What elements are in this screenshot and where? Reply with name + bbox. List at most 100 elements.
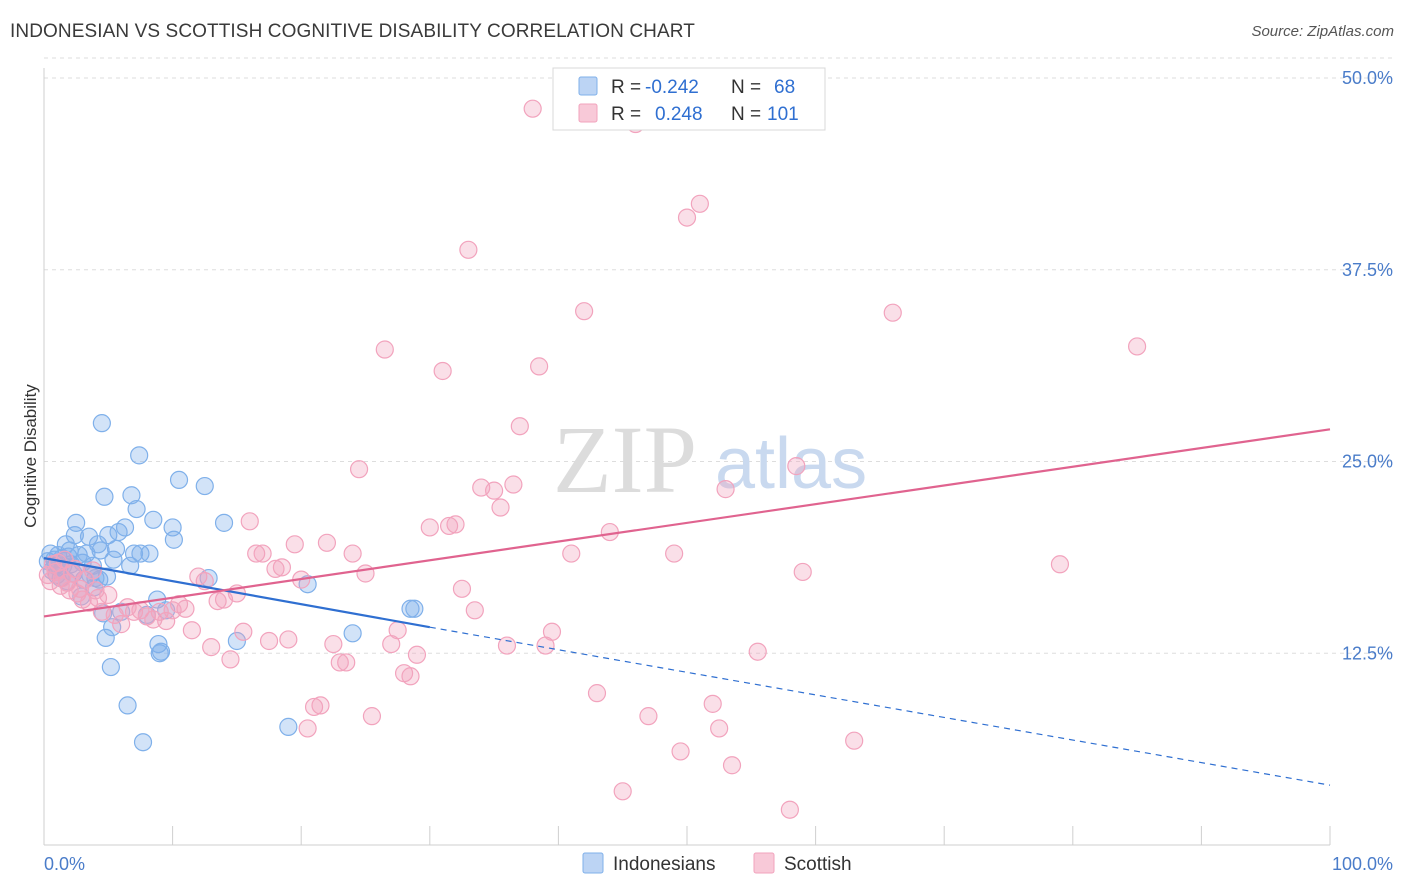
x-ticks [172, 826, 1331, 845]
indonesians-point [298, 575, 317, 594]
legend-swatch-blue [578, 76, 598, 96]
y-tick-label: 37.5% [1342, 260, 1393, 280]
watermark: ZIP atlas [553, 406, 867, 513]
scottish-point [491, 498, 510, 517]
scottish-point [221, 650, 240, 669]
scottish-point [465, 601, 484, 620]
x-tick-label-max: 100.0% [1332, 854, 1393, 874]
indonesians-point [106, 539, 126, 559]
indonesians-point [227, 631, 246, 651]
scottish-point [298, 719, 317, 738]
chart-title: INDONESIAN VS SCOTTISH COGNITIVE DISABIL… [10, 21, 695, 42]
scottish-point [202, 638, 221, 657]
scottish-point [600, 522, 619, 542]
gridlines [44, 57, 1393, 654]
watermark-zip: ZIP [553, 406, 697, 513]
scottish-point [208, 591, 227, 611]
indonesians-point [144, 510, 163, 529]
scottish-point [504, 475, 523, 494]
scottish-point [375, 340, 394, 359]
y-tick-label: 50.0% [1342, 68, 1393, 88]
indonesians-point [92, 414, 111, 433]
legend-n-value-2: 101 [767, 104, 799, 125]
indonesians-trend-line [43, 557, 430, 629]
scottish-point [324, 634, 343, 654]
bottom-legend-label-indonesians: Indonesians [613, 854, 715, 875]
indonesians-point [343, 624, 362, 643]
indonesians-point [109, 522, 128, 542]
scottish-point [883, 303, 902, 322]
scottish-point [337, 653, 356, 672]
scottish-point [575, 302, 594, 321]
indonesians-point [164, 530, 183, 549]
indonesians-point [214, 513, 234, 532]
indonesians-point [195, 476, 214, 496]
y-tick-labels: 12.5% 25.0% 37.5% 50.0% [1342, 68, 1393, 663]
indonesians-point [133, 733, 153, 752]
scottish-point [722, 756, 742, 775]
bottom-legend-label-scottish: Scottish [784, 854, 852, 875]
scottish-point [169, 595, 189, 614]
scottish-point [446, 515, 465, 534]
correlation-legend: R = -0.242 N = 68 R = 0.248 N = 101 [552, 67, 826, 131]
scottish-point [266, 559, 285, 578]
scottish-point [748, 642, 767, 661]
legend-box [552, 67, 826, 131]
bottom-legend-swatch-scottish [753, 852, 775, 874]
scottish-point [716, 480, 735, 499]
scottish-point [845, 731, 864, 750]
scottish-point [247, 544, 266, 563]
scottish-point [510, 417, 529, 436]
scottish-point [665, 544, 684, 563]
y-tick-label: 25.0% [1342, 452, 1393, 472]
indonesians-point [91, 541, 110, 560]
scottish-point [407, 645, 427, 664]
scottish-point [356, 564, 375, 583]
indonesians-point [401, 599, 420, 618]
scottish-point [272, 558, 292, 577]
scottish-point [330, 653, 349, 672]
legend-r-label-2: R = [611, 104, 641, 125]
watermark-atlas: atlas [715, 424, 867, 504]
scottish-point [710, 719, 729, 738]
indonesians-point [96, 628, 115, 648]
scottish-point [787, 457, 806, 476]
scottish-point [703, 694, 722, 713]
scottish-point [401, 667, 420, 686]
series-scottish-points [38, 79, 1147, 819]
indonesians-point [104, 550, 123, 569]
bottom-legend-swatch-indonesians [582, 852, 604, 874]
indonesians-point [279, 717, 298, 736]
series-legend: Indonesians Scottish [582, 852, 852, 875]
scottish-point [99, 585, 118, 605]
scottish-point [439, 516, 459, 536]
indonesians-point [130, 446, 149, 465]
scottish-point [83, 561, 102, 580]
scottish-point [176, 599, 195, 618]
scottish-point [362, 707, 382, 726]
scottish-point [157, 611, 176, 631]
scottish-point [88, 588, 108, 608]
scottish-point [677, 208, 697, 227]
indonesians-trend-extension [429, 626, 1331, 786]
scottish-point [793, 562, 812, 582]
indonesians-point [124, 544, 144, 563]
scottish-point [311, 696, 330, 715]
series-indonesians-points [38, 414, 424, 752]
scottish-point [433, 361, 452, 381]
scottish-point [234, 622, 253, 641]
x-tick-label-min: 0.0% [44, 854, 85, 874]
scottish-point [690, 194, 709, 213]
indonesians-point [169, 470, 189, 490]
scottish-point [279, 630, 298, 649]
scottish-point [613, 782, 632, 801]
indonesians-point [115, 518, 135, 537]
source-label: Source: ZipAtlas.com [1251, 23, 1394, 40]
legend-r-label-1: R = [611, 77, 641, 98]
indonesians-point [67, 513, 86, 532]
legend-n-label-2: N = [731, 104, 761, 125]
scottish-point [304, 697, 324, 717]
indonesians-point [122, 486, 141, 505]
scottish-point [388, 621, 407, 640]
scottish-point [1127, 337, 1147, 356]
